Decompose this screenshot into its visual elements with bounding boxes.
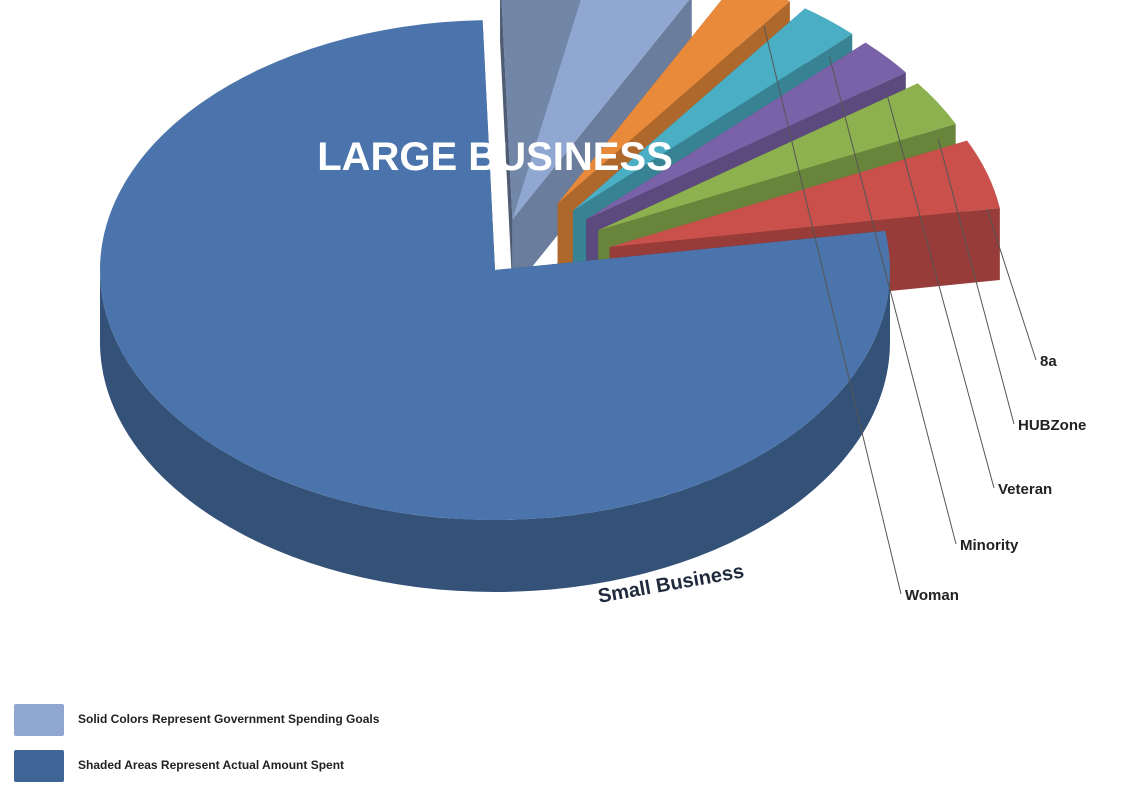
- label-woman: Woman: [905, 587, 959, 604]
- label-veteran: Veteran: [998, 481, 1052, 498]
- legend-swatch-goals: [14, 704, 64, 736]
- callout-line-6: [987, 210, 1036, 360]
- legend-label-goals: Solid Colors Represent Government Spendi…: [78, 712, 379, 726]
- legend-item-actual: Shaded Areas Represent Actual Amount Spe…: [14, 746, 714, 786]
- legend-label-actual: Shaded Areas Represent Actual Amount Spe…: [78, 758, 344, 772]
- legend-item-goals: Solid Colors Represent Government Spendi…: [14, 700, 714, 740]
- legend-swatch-actual: [14, 750, 64, 782]
- label-minority: Minority: [960, 537, 1019, 554]
- label-hubzone: HUBZone: [1018, 417, 1086, 434]
- label-large-business: LARGE BUSINESS: [317, 135, 673, 179]
- label-8a: 8a: [1040, 353, 1057, 370]
